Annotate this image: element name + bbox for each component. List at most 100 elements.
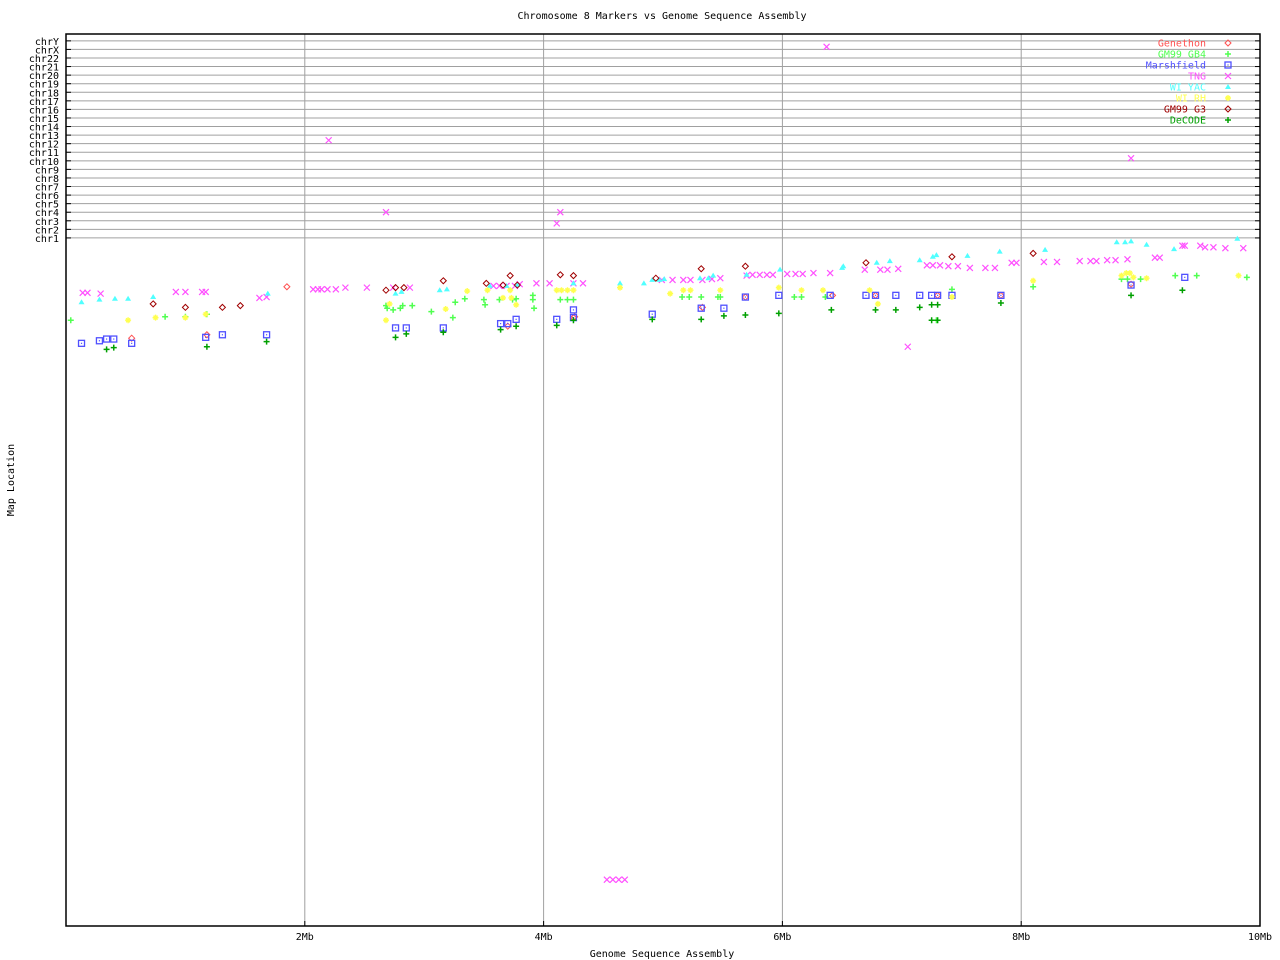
data-point-decode	[649, 316, 656, 323]
data-point-wi-rh	[564, 287, 571, 294]
data-point-wi-rh	[202, 311, 209, 318]
data-point-gm99-g3	[439, 277, 448, 285]
data-point-wi-rh	[680, 287, 687, 294]
legend-item-gm99-g3: GM99 G3	[1164, 105, 1232, 116]
data-point-gm99-gb4	[1137, 276, 1144, 283]
y-tick-label: chr8	[35, 174, 59, 185]
data-point-gm99-gb4	[679, 294, 686, 301]
data-point-gm99-gb4	[557, 296, 564, 303]
data-point-marshfield	[871, 291, 880, 299]
data-point-tng	[256, 294, 263, 302]
legend-marker-star-icon	[1225, 95, 1231, 101]
data-point-wi-rh	[717, 287, 724, 294]
y-tick-label: chr1	[35, 234, 59, 245]
data-point-gm99-gb4	[384, 305, 391, 312]
data-point-tng	[181, 288, 189, 296]
data-point-wi-yac	[443, 286, 450, 292]
x-tick-label: 10Mb	[1248, 932, 1272, 943]
data-point-gm99-g3	[652, 274, 660, 282]
data-point-tng	[1092, 257, 1100, 265]
data-point-tng	[615, 876, 623, 884]
y-tick-label: chr10	[29, 157, 59, 168]
data-point-wi-yac	[1143, 241, 1150, 247]
data-point-gm99-gb4	[717, 294, 724, 301]
data-point-decode	[934, 301, 941, 308]
data-point-wi-rh	[1126, 270, 1133, 277]
data-point-tng	[823, 43, 831, 51]
data-point-gm99-gb4	[399, 302, 406, 309]
data-point-tng	[553, 219, 561, 227]
data-point-wi-rh	[558, 287, 565, 294]
data-point-decode	[775, 310, 782, 317]
data-point-tng	[533, 279, 540, 287]
data-point-gm99-g3	[149, 300, 157, 308]
data-point-wi-yac	[486, 282, 493, 288]
y-tick-label: chr16	[29, 105, 59, 116]
data-point-wi-yac	[640, 280, 647, 286]
data-point-marshfield	[128, 339, 136, 347]
data-point-gm99-g3	[499, 281, 507, 289]
y-tick-label: chr7	[35, 183, 59, 194]
data-point-tng	[1127, 154, 1135, 162]
data-point-marshfield	[862, 291, 870, 299]
data-point-tng	[792, 270, 799, 278]
data-point-gm99-g3	[741, 262, 750, 270]
data-point-tng	[763, 271, 771, 279]
data-point-tng	[749, 271, 756, 279]
data-point-tng	[679, 276, 687, 284]
y-tick-label: chr4	[35, 208, 59, 219]
data-point-decode	[892, 306, 899, 313]
data-point-wi-yac	[150, 294, 157, 300]
data-point-wi-yac	[873, 259, 880, 265]
data-point-gm99-g3	[482, 279, 490, 288]
data-point-tng	[944, 262, 952, 270]
data-point-gm99-gb4	[791, 294, 798, 301]
data-point-wi-yac	[264, 290, 271, 296]
data-point-tng	[981, 264, 989, 272]
data-point-gm99-gb4	[452, 299, 459, 306]
data-point-wi-rh	[866, 287, 873, 294]
data-point-tng	[1040, 258, 1048, 266]
y-tick-label: chr18	[29, 88, 59, 99]
x-axis-ticks: 2Mb 4Mb 6Mb 8Mb 10Mb	[296, 921, 1272, 943]
legend-label: WI RH	[1176, 94, 1206, 105]
data-point-decode	[203, 343, 210, 350]
y-tick-label: chr19	[29, 80, 59, 91]
legend-label: GM99 G3	[1164, 105, 1206, 116]
data-point-wi-rh	[125, 317, 132, 324]
data-point-tng	[603, 876, 611, 884]
data-point-wi-rh	[1143, 275, 1150, 282]
data-point-marshfield	[102, 335, 111, 343]
data-point-marshfield	[1127, 281, 1135, 289]
data-point-marshfield	[892, 291, 900, 299]
data-point-gm99-gb4	[162, 313, 169, 320]
data-point-decode	[440, 329, 447, 336]
data-point-gm99-g3	[948, 253, 956, 261]
data-point-tng	[363, 284, 371, 292]
data-point-wi-rh	[617, 284, 624, 291]
data-point-gm99-g3	[697, 265, 705, 273]
data-point-tng	[826, 269, 834, 277]
data-point-wi-rh	[798, 287, 805, 294]
data-point-marshfield	[826, 291, 834, 299]
legend-marker-cross-icon	[1224, 72, 1232, 80]
y-tick-label: chrY	[35, 37, 59, 48]
data-point-marshfield	[202, 333, 210, 341]
data-point-tng	[1221, 244, 1229, 252]
data-point-tng	[929, 261, 937, 269]
data-point-wi-rh	[819, 287, 826, 294]
data-point-gm99-g3	[569, 271, 578, 280]
data-point-decode	[513, 323, 520, 330]
legend-label: DeCODE	[1170, 116, 1206, 127]
data-point-wi-yac	[649, 276, 656, 282]
data-point-gm99-g3	[513, 281, 522, 289]
y-tick-label: chr9	[35, 165, 59, 176]
data-point-wi-rh	[500, 294, 507, 301]
data-point-gm99-g3	[1029, 249, 1037, 258]
legend-item-marshfield: Marshfield	[1146, 61, 1232, 72]
data-point-marshfield	[741, 293, 750, 301]
data-point-wi-yac	[743, 271, 750, 277]
data-point-tng	[669, 276, 676, 284]
